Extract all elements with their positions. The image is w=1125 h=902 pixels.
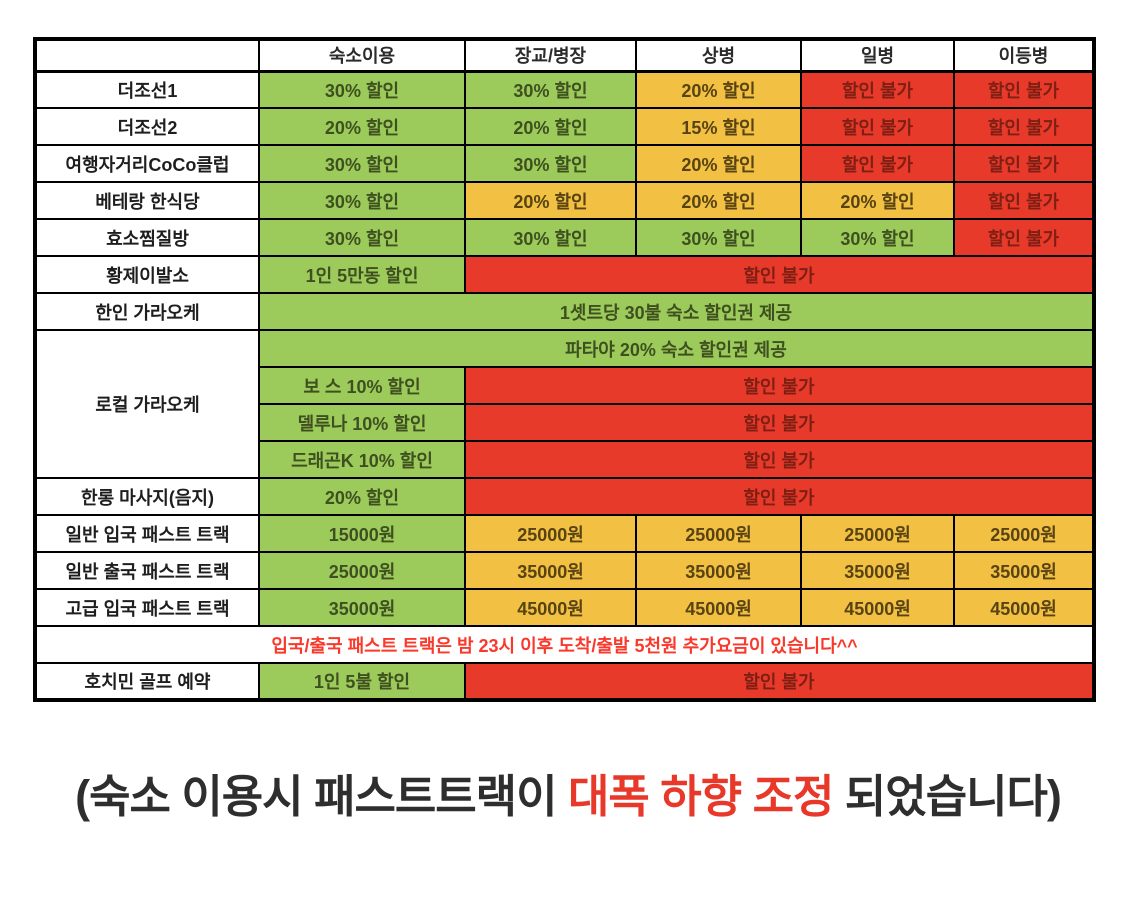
discount-cell: 30% 할인 [258,70,466,109]
table-row: 여행자거리CoCo클럽 30% 할인 30% 할인 20% 할인 할인 불가 할인 불가 [34,144,1095,183]
corner-cell [34,38,260,73]
row-label: 일반 출국 패스트 트랙 [34,551,260,590]
caption: (숙소 이용시 패스트트랙이 대폭 하향 조정 되었습니다) [33,758,1103,837]
table-row: 한인 가라오케 1셋트당 30불 숙소 할인권 제공 [34,292,1095,331]
row-label: 한롱 마사지(음지) [34,477,260,516]
row-label: 효소찜질방 [34,218,260,257]
discount-cell: 20% 할인 [258,477,466,516]
discount-cell: 20% 할인 [258,107,466,146]
row-label: 일반 입국 패스트 트랙 [34,514,260,553]
column-header: 일병 [800,38,955,73]
discount-cell: 할인 불가 [800,70,955,109]
discount-cell: 30% 할인 [258,181,466,220]
row-label: 한인 가라오케 [34,292,260,331]
table-row: 호치민 골프 예약 1인 5불 할인 할인 불가 [34,662,1095,701]
caption-text-prefix: (숙소 이용시 패스트트랙이 [75,771,568,822]
notice-cell: 입국/출국 패스트 트랙은 밤 23시 이후 도착/출발 5천원 추가요금이 있… [34,625,1095,664]
discount-cell: 30% 할인 [464,218,637,257]
row-label: 황제이발소 [34,255,260,294]
discount-cell: 35000원 [635,551,802,590]
discount-cell: 35000원 [800,551,955,590]
discount-cell: 30% 할인 [635,218,802,257]
table-row: 입국/출국 패스트 트랙은 밤 23시 이후 도착/출발 5천원 추가요금이 있… [34,625,1095,664]
row-label: 고급 입국 패스트 트랙 [34,588,260,627]
table-row: 일반 입국 패스트 트랙 15000원 25000원 25000원 25000원 2500… [34,514,1095,553]
discount-cell: 30% 할인 [464,70,637,109]
discount-cell: 1셋트당 30불 숙소 할인권 제공 [258,292,1095,331]
discount-cell: 보 스 10% 할인 [258,366,466,405]
discount-cell: 할인 불가 [953,107,1095,146]
table-row: 더조선2 20% 할인 20% 할인 15% 할인 할인 불가 할인 불가 [34,107,1095,146]
row-label: 더조선2 [34,107,260,146]
discount-cell: 35000원 [464,551,637,590]
discount-cell: 25000원 [464,514,637,553]
column-header: 장교/병장 [464,38,637,73]
discount-notice-page: 숙소이용 장교/병장 상병 일병 이등병 더조선1 30% 할인 30% 할인 20% 할인 할… [33,37,1103,837]
table-row: 황제이발소 1인 5만동 할인 할인 불가 [34,255,1095,294]
discount-cell: 델루나 10% 할인 [258,403,466,442]
discount-cell: 할인 불가 [464,477,1095,516]
discount-cell: 20% 할인 [464,107,637,146]
discount-cell: 30% 할인 [800,218,955,257]
caption-highlight: 대폭 하향 조정 [568,771,834,822]
discount-cell: 파타야 20% 숙소 할인권 제공 [258,329,1095,368]
table-row: 델루나 10% 할인 할인 불가 [35,403,1095,442]
discount-cell: 45000원 [800,588,955,627]
discount-cell: 할인 불가 [464,662,1095,701]
discount-cell: 45000원 [953,588,1095,627]
column-header: 이등병 [953,38,1095,73]
discount-cell: 드래곤K 10% 할인 [258,440,466,479]
discount-cell: 20% 할인 [635,181,802,220]
discount-cell: 할인 불가 [953,70,1095,109]
caption-text-suffix: 되었습니다) [833,771,1062,822]
discount-cell: 할인 불가 [953,218,1095,257]
discount-cell: 할인 불가 [464,440,1095,479]
discount-cell: 25000원 [800,514,955,553]
discount-cell: 20% 할인 [635,144,802,183]
discount-cell: 35000원 [258,588,466,627]
column-header: 숙소이용 [258,38,466,73]
column-header: 상병 [635,38,802,73]
table-row: 보 스 10% 할인 할인 불가 [35,366,1095,405]
row-label: 여행자거리CoCo클럽 [34,144,260,183]
row-label: 더조선1 [34,70,260,109]
discount-cell: 20% 할인 [464,181,637,220]
table-row: 한롱 마사지(음지) 20% 할인 할인 불가 [34,477,1095,516]
discount-cell: 20% 할인 [800,181,955,220]
header-row: 숙소이용 장교/병장 상병 일병 이등병 [34,38,1095,73]
row-label: 로컬 가라오케 [34,329,260,479]
table-row: 일반 출국 패스트 트랙 25000원 35000원 35000원 35000원 3500… [34,551,1095,590]
discount-cell: 30% 할인 [258,144,466,183]
discount-cell: 1인 5불 할인 [258,662,466,701]
discount-cell: 1인 5만동 할인 [258,255,466,294]
discount-cell: 할인 불가 [800,107,955,146]
discount-cell: 할인 불가 [953,181,1095,220]
table-row: 로컬 가라오케 파타야 20% 숙소 할인권 제공 [34,329,1095,479]
row-label: 베테랑 한식당 [34,181,260,220]
discount-cell: 할인 불가 [464,255,1095,294]
discount-cell: 할인 불가 [800,144,955,183]
discount-cell: 20% 할인 [635,70,802,109]
discount-cell: 45000원 [635,588,802,627]
table-row: 더조선1 30% 할인 30% 할인 20% 할인 할인 불가 할인 불가 [34,70,1095,109]
discount-cell: 할인 불가 [464,366,1095,405]
discount-cell: 25000원 [258,551,466,590]
discount-cell: 할인 불가 [953,144,1095,183]
table-body: 더조선1 30% 할인 30% 할인 20% 할인 할인 불가 할인 불가 더조선2 20% … [34,70,1095,701]
discount-table: 숙소이용 장교/병장 상병 일병 이등병 더조선1 30% 할인 30% 할인 20% 할인 할… [33,37,1096,702]
table-row: 고급 입국 패스트 트랙 35000원 45000원 45000원 45000원 4500… [34,588,1095,627]
discount-cell: 30% 할인 [258,218,466,257]
table-row: 드래곤K 10% 할인 할인 불가 [35,440,1095,479]
discount-cell: 30% 할인 [464,144,637,183]
row-label: 호치민 골프 예약 [34,662,260,701]
discount-cell: 25000원 [635,514,802,553]
discount-cell: 25000원 [953,514,1095,553]
discount-cell: 할인 불가 [464,403,1095,442]
table-row: 베테랑 한식당 30% 할인 20% 할인 20% 할인 20% 할인 할인 불가 [34,181,1095,220]
table-row: 효소찜질방 30% 할인 30% 할인 30% 할인 30% 할인 할인 불가 [34,218,1095,257]
discount-cell: 15% 할인 [635,107,802,146]
discount-cell: 35000원 [953,551,1095,590]
discount-cell: 45000원 [464,588,637,627]
discount-cell: 15000원 [258,514,466,553]
